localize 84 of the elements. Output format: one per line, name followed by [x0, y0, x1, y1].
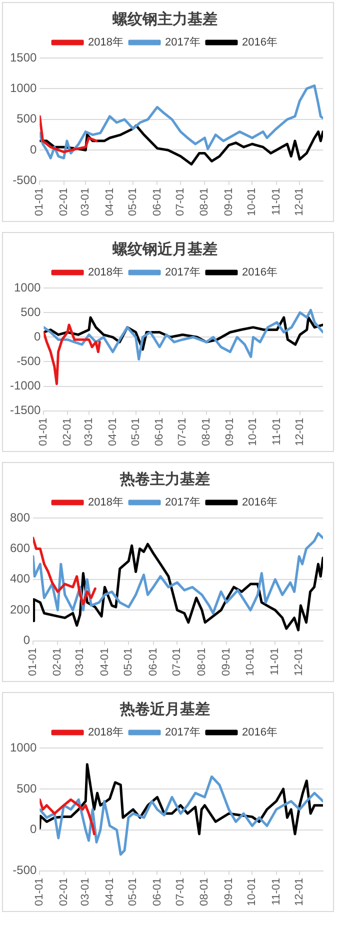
x-tick-label: 08-01 — [198, 878, 211, 906]
y-tick-label: -1500 — [10, 403, 42, 418]
legend-label: 2016年 — [242, 726, 278, 739]
y-tick-label: 500 — [16, 781, 38, 796]
x-tick-label: 09-01 — [222, 878, 235, 906]
x-tick-label: 06-01 — [154, 418, 166, 446]
legend-label: 2017年 — [165, 266, 200, 279]
x-tick-label: 08-01 — [200, 418, 212, 446]
x-tick-label: 10-01 — [246, 878, 258, 906]
x-tick-label: 03-01 — [82, 418, 95, 446]
x-tick-label: 04-01 — [104, 878, 116, 906]
y-tick-label: 0 — [23, 633, 30, 648]
x-tick-label: 05-01 — [127, 188, 140, 216]
x-tick-label: 06-01 — [151, 188, 164, 216]
x-tick-label: 03-01 — [74, 648, 86, 676]
x-tick-label: 10-01 — [244, 648, 257, 676]
x-tick-label: 05-01 — [122, 648, 135, 676]
x-tick-label: 02-01 — [58, 878, 70, 906]
legend-label: 2018年 — [88, 36, 124, 49]
legend-label: 2016年 — [242, 36, 278, 49]
x-tick-label: 05-01 — [127, 878, 140, 906]
x-tick-label: 09-01 — [220, 648, 233, 676]
x-tick-label: 02-01 — [52, 648, 64, 676]
y-tick-label: 0 — [34, 329, 42, 344]
x-tick-label: 07-01 — [176, 418, 189, 446]
x-tick-label: 11-01 — [270, 418, 283, 446]
y-tick-label: -500 — [16, 354, 42, 368]
chart-title: 螺纹钢主力基差 — [112, 10, 218, 28]
x-tick-label: 11-01 — [269, 648, 282, 676]
legend-label: 2018年 — [88, 496, 124, 509]
x-tick-label: 02-01 — [58, 188, 70, 216]
legend-label: 2016年 — [242, 266, 278, 279]
y-tick-label: 0 — [30, 142, 38, 156]
chart-title: 热卷近月基差 — [119, 700, 210, 718]
x-tick-label: 01-01 — [27, 648, 40, 676]
x-tick-label: 10-01 — [247, 418, 260, 446]
x-tick-label: 12-01 — [294, 418, 306, 446]
legend-label: 2018年 — [88, 726, 124, 739]
y-tick-label: -500 — [12, 173, 38, 188]
y-tick-label: 1500 — [10, 50, 38, 64]
y-tick-label: 1000 — [10, 740, 38, 754]
y-tick-label: 200 — [10, 602, 30, 616]
y-tick-label: 0 — [30, 822, 38, 836]
x-tick-label: 02-01 — [62, 418, 74, 446]
x-tick-label: 08-01 — [196, 648, 208, 676]
x-tick-label: 03-01 — [80, 188, 92, 216]
x-tick-label: 07-01 — [174, 188, 187, 216]
x-tick-label: 09-01 — [224, 418, 236, 446]
x-tick-label: 01-01 — [34, 188, 46, 216]
x-tick-label: 03-01 — [80, 878, 92, 906]
x-tick-label: 04-01 — [104, 188, 116, 216]
legend-label: 2016年 — [242, 496, 278, 509]
x-tick-label: 07-01 — [174, 878, 187, 906]
x-tick-label: 06-01 — [147, 648, 160, 676]
x-tick-label: 06-01 — [151, 878, 164, 906]
x-tick-label: 11-01 — [270, 878, 282, 906]
x-tick-label: 11-01 — [270, 188, 282, 216]
y-tick-label: 500 — [20, 304, 42, 319]
y-tick-label: 500 — [16, 112, 38, 126]
legend-label: 2018年 — [88, 266, 124, 279]
y-tick-label: 1000 — [14, 280, 42, 294]
x-tick-label: 12-01 — [294, 188, 306, 216]
legend-label: 2017年 — [165, 496, 200, 509]
x-tick-label: 10-01 — [246, 188, 258, 216]
x-tick-label: 12-01 — [294, 878, 306, 906]
y-tick-label: 600 — [10, 541, 30, 556]
y-tick-label: -1000 — [10, 378, 42, 393]
legend-label: 2017年 — [165, 726, 200, 739]
x-tick-label: 01-01 — [38, 418, 50, 446]
x-tick-label: 12-01 — [293, 648, 306, 676]
x-tick-label: 09-01 — [222, 188, 235, 216]
x-tick-label: 04-01 — [98, 648, 111, 676]
legend-label: 2017年 — [165, 36, 200, 49]
x-tick-label: 04-01 — [106, 418, 119, 446]
x-tick-label: 08-01 — [198, 188, 211, 216]
chart-title: 热卷主力基差 — [119, 470, 210, 488]
y-tick-label: 1000 — [10, 81, 38, 96]
chart-title: 螺纹钢近月基差 — [112, 240, 218, 258]
x-tick-label: 07-01 — [171, 648, 184, 676]
x-tick-label: 01-01 — [34, 878, 46, 906]
y-tick-label: -500 — [12, 863, 38, 878]
y-tick-label: 800 — [10, 510, 30, 524]
y-tick-label: 400 — [10, 572, 30, 586]
x-tick-label: 05-01 — [130, 418, 142, 446]
